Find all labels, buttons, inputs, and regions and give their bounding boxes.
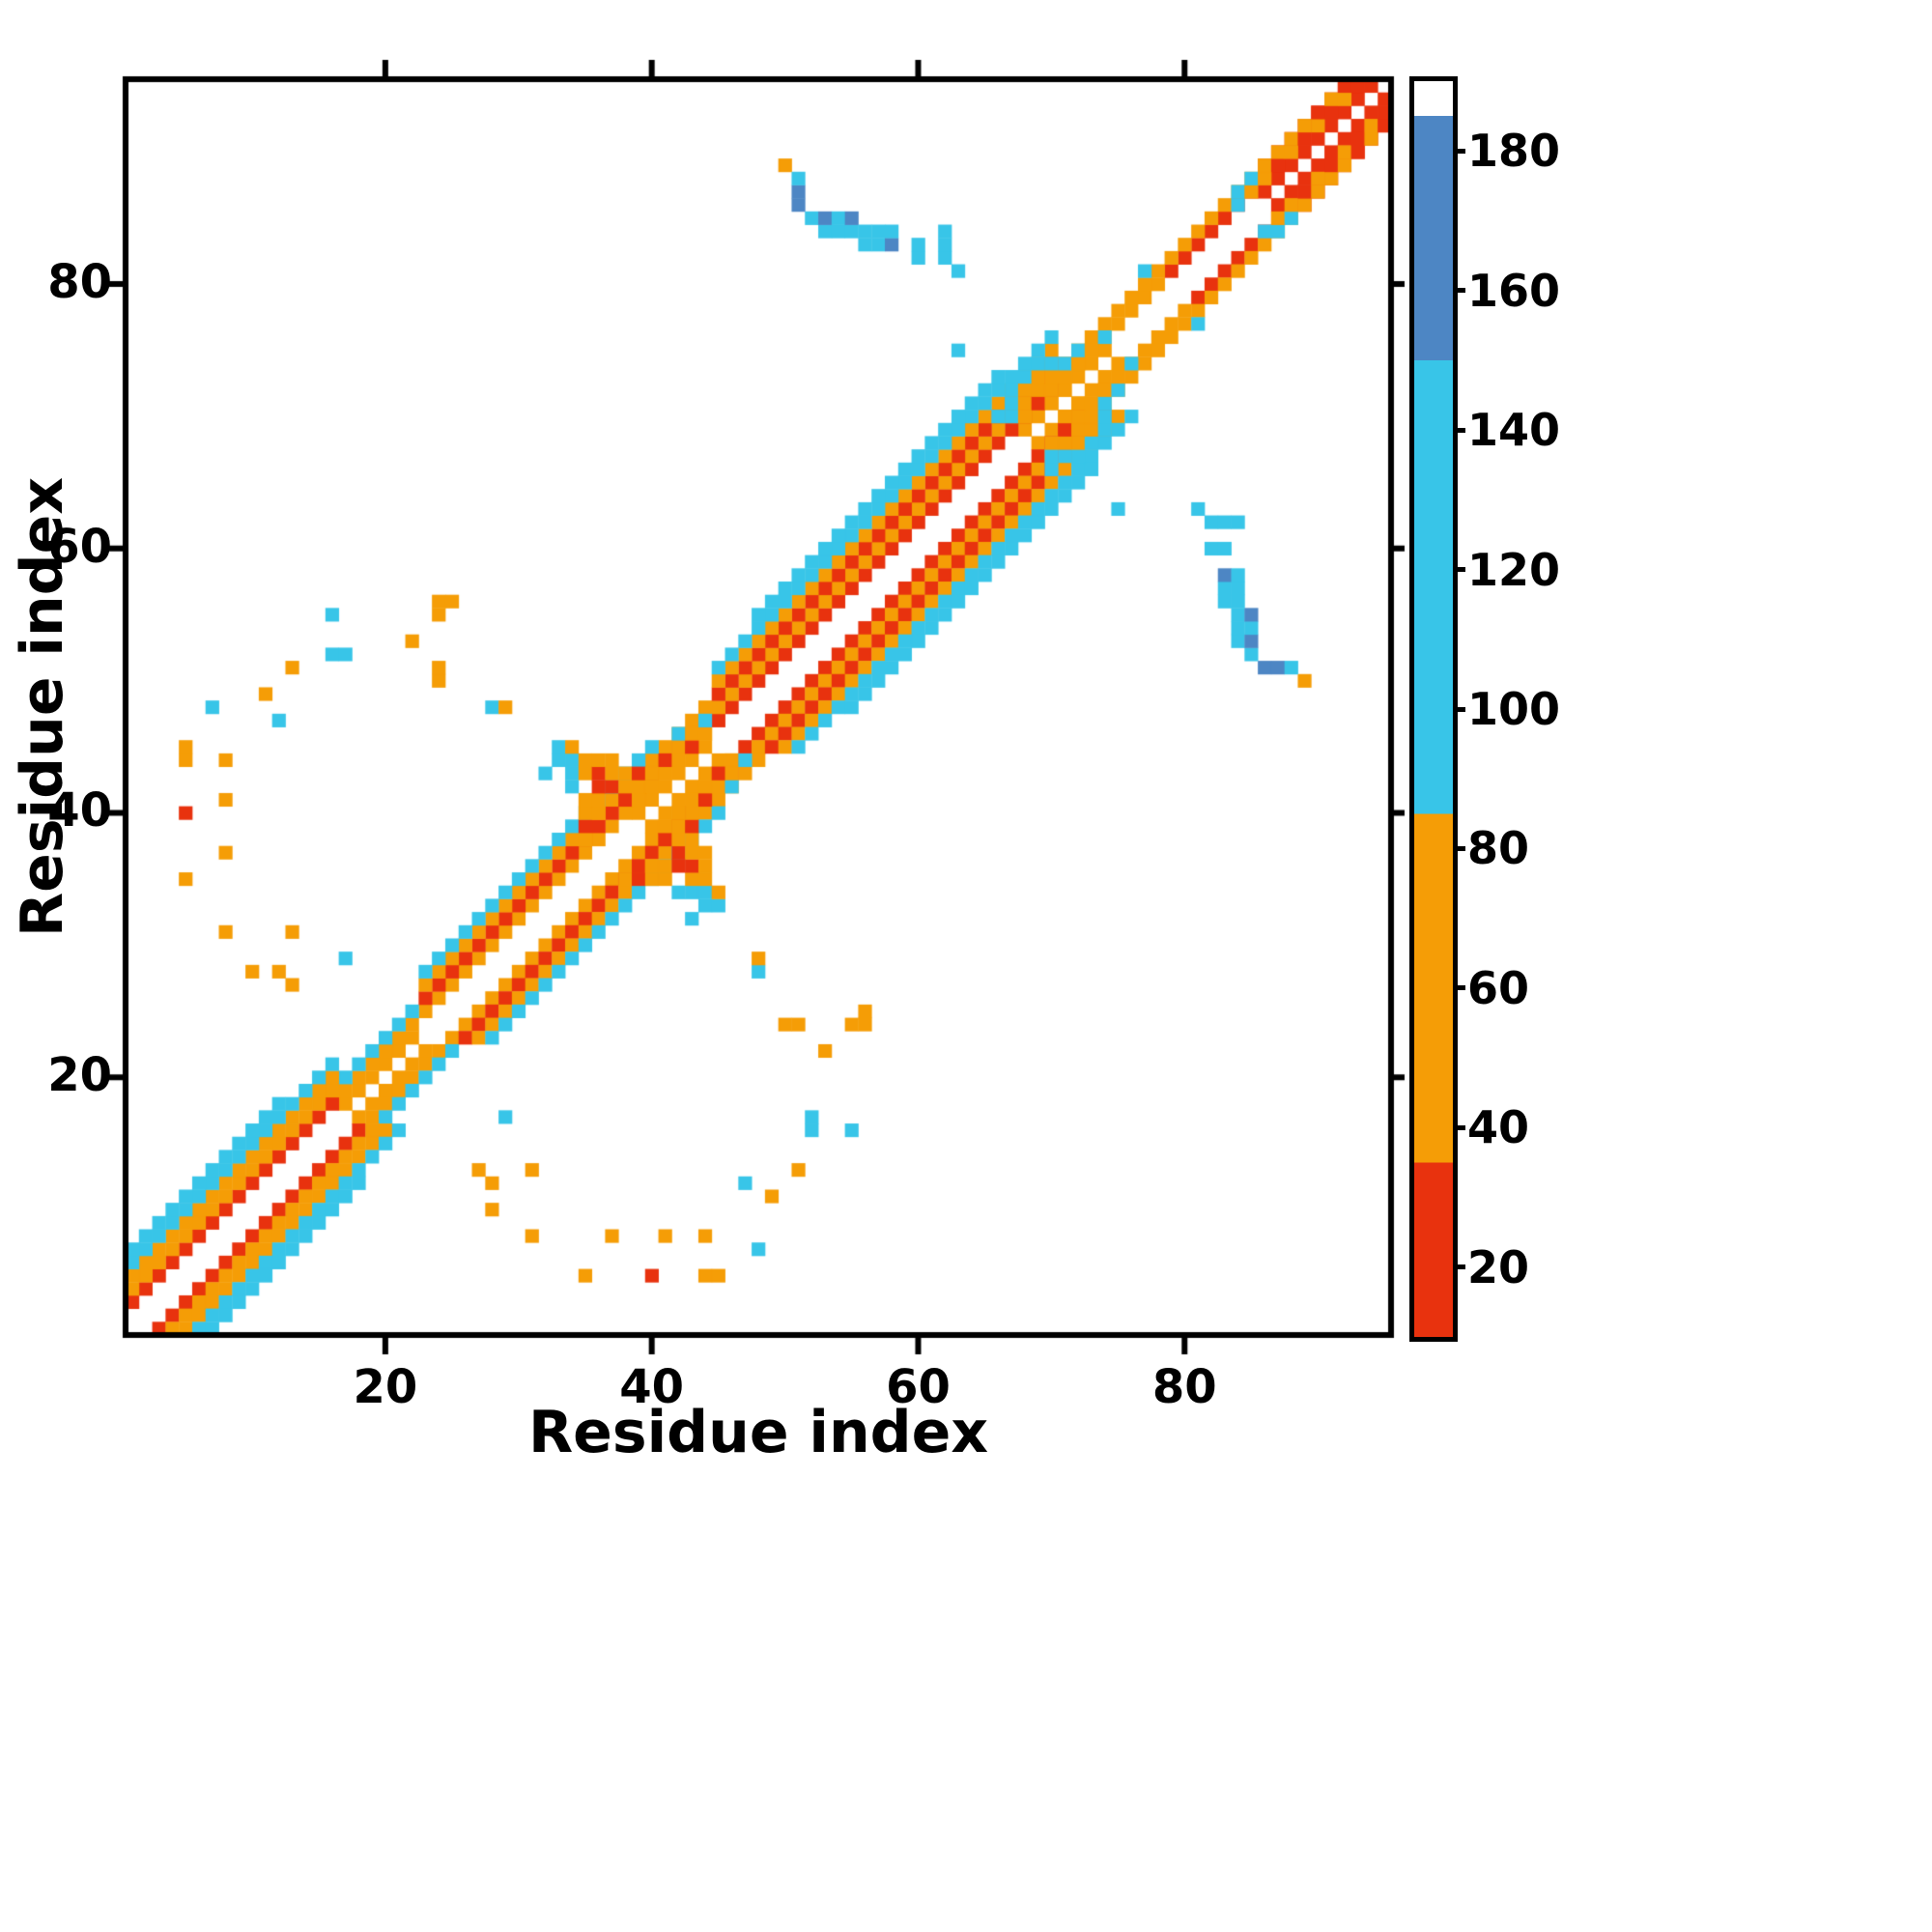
x-axis-title: Residue index [527, 1399, 989, 1466]
colorbar-tick [1453, 567, 1465, 573]
y-tick-label: 80 [47, 255, 112, 310]
colorbar-tick [1453, 1264, 1465, 1270]
colorbar-tick [1453, 706, 1465, 712]
colorbar [1409, 76, 1458, 1342]
x-tick-label: 80 [1151, 1360, 1217, 1414]
colorbar-tick [1453, 288, 1465, 294]
colorbar-tick-label: 180 [1467, 125, 1561, 178]
colorbar-tick-label: 20 [1467, 1240, 1530, 1293]
x-tick-label: 20 [353, 1360, 418, 1414]
colorbar-tick-label: 100 [1467, 683, 1561, 735]
colorbar-tick-label: 40 [1467, 1101, 1530, 1154]
colorbar-tick-label: 160 [1467, 264, 1561, 317]
colorbar-tick [1453, 427, 1465, 433]
colorbar-tick [1453, 845, 1465, 851]
y-tick-label: 20 [47, 1048, 112, 1103]
colorbar-tick-label: 60 [1467, 961, 1530, 1014]
y-tick-label: 40 [47, 783, 112, 838]
colorbar-tick [1453, 148, 1465, 154]
colorbar-tick [1453, 985, 1465, 991]
colorbar-tick-label: 120 [1467, 543, 1561, 596]
colorbar-tick-label: 140 [1467, 404, 1561, 457]
x-tick-label: 60 [886, 1360, 951, 1414]
x-tick-label: 40 [619, 1360, 685, 1414]
y-tick-label: 60 [47, 519, 112, 574]
colorbar-tick-label: 80 [1467, 822, 1530, 875]
colorbar-tick [1453, 1124, 1465, 1130]
